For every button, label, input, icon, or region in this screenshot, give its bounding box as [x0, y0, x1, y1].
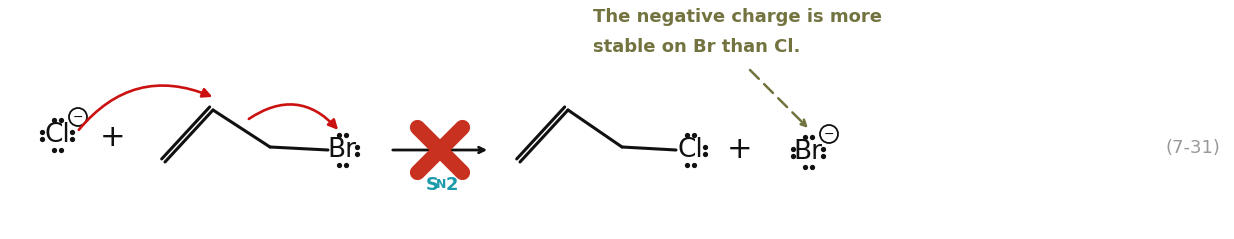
- Text: The negative charge is more: The negative charge is more: [594, 8, 882, 26]
- Text: Br: Br: [793, 139, 823, 165]
- Text: stable on Br than Cl.: stable on Br than Cl.: [594, 38, 801, 56]
- Text: S: S: [426, 175, 439, 194]
- Text: Cl: Cl: [677, 137, 703, 163]
- Text: Cl: Cl: [44, 122, 70, 148]
- Text: N: N: [436, 179, 447, 191]
- Text: 2: 2: [445, 175, 459, 194]
- Text: −: −: [824, 127, 834, 141]
- Text: +: +: [727, 136, 753, 164]
- FancyArrowPatch shape: [79, 86, 210, 130]
- Text: Br: Br: [327, 137, 357, 163]
- FancyArrowPatch shape: [249, 104, 336, 128]
- Text: +: +: [100, 124, 126, 152]
- Text: −: −: [73, 110, 83, 124]
- Text: (7-31): (7-31): [1165, 139, 1220, 157]
